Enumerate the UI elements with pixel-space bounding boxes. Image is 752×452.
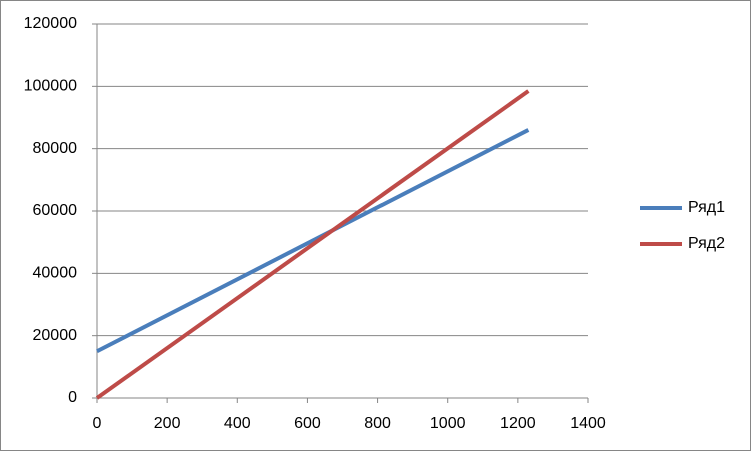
series-line — [96, 128, 530, 354]
x-tick-label: 1200 — [500, 415, 536, 432]
x-tick-label: 600 — [294, 415, 321, 432]
y-tick-label: 60000 — [33, 202, 78, 219]
y-tick-label: 20000 — [33, 327, 78, 344]
x-tick-label: 400 — [224, 415, 251, 432]
x-tick-label: 200 — [154, 415, 181, 432]
y-tick-label: 40000 — [33, 265, 78, 282]
legend-label: Ряд2 — [688, 235, 725, 252]
legend-label: Ряд1 — [688, 199, 725, 216]
y-tick-label: 0 — [68, 389, 77, 406]
x-tick-label: 1000 — [430, 415, 466, 432]
x-tick-label: 1400 — [570, 415, 606, 432]
y-tick-label: 80000 — [33, 140, 78, 157]
x-tick-label: 800 — [364, 415, 391, 432]
series-line — [95, 89, 530, 400]
y-tick-label: 100000 — [24, 78, 77, 95]
y-tick-label: 120000 — [24, 15, 77, 32]
x-tick-label: 0 — [93, 415, 102, 432]
